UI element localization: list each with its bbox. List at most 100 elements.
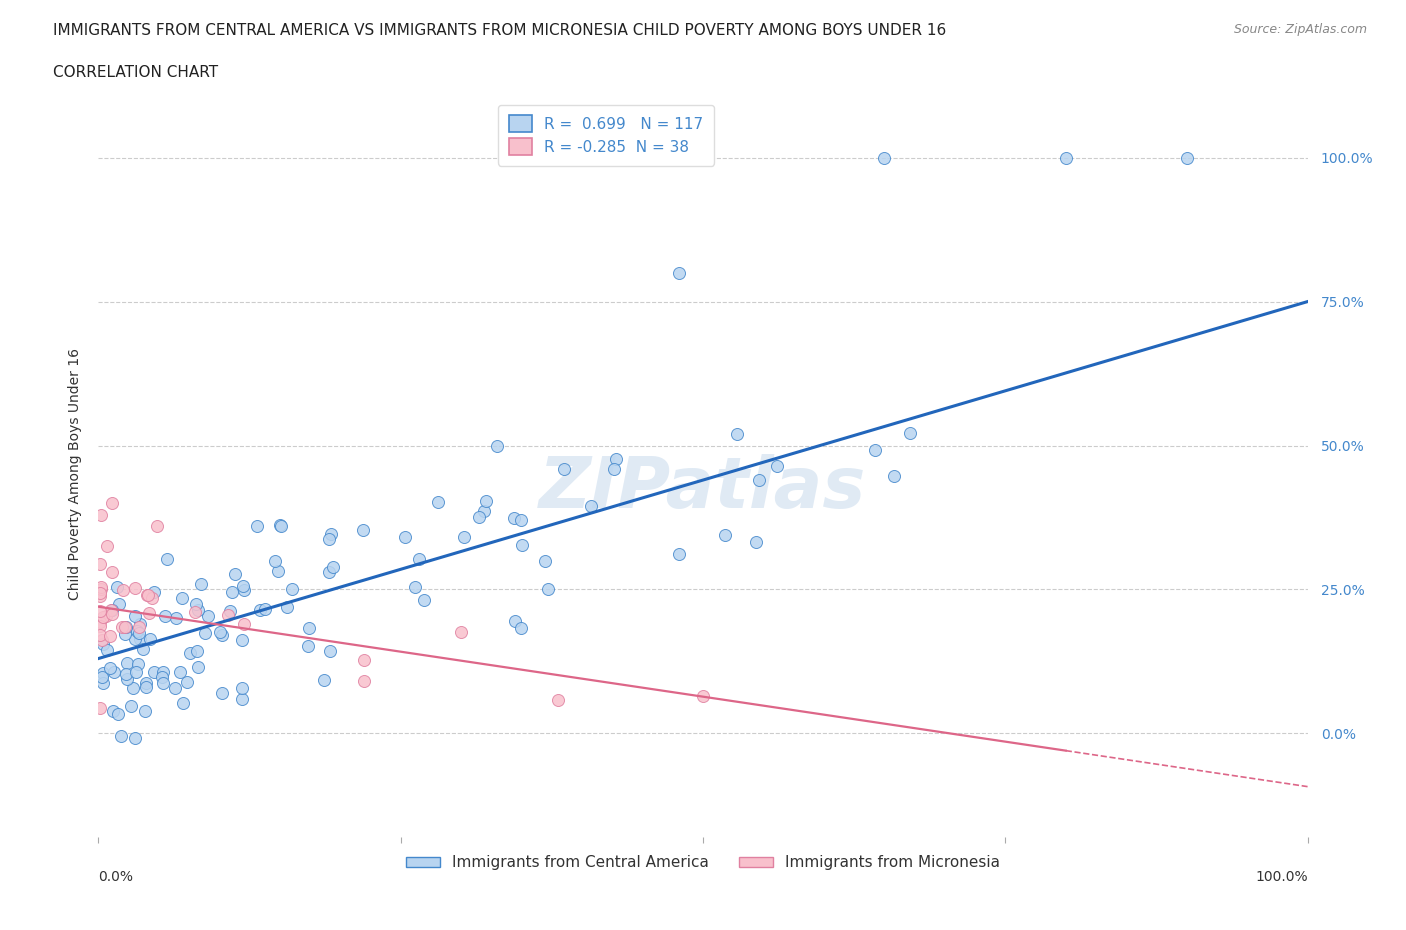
Point xyxy=(468,510,491,525)
Point xyxy=(115,620,138,635)
Point xyxy=(269,517,291,532)
Point xyxy=(426,495,449,510)
Point xyxy=(318,532,340,547)
Point xyxy=(135,680,157,695)
Point xyxy=(725,426,748,441)
Point xyxy=(152,675,174,690)
Point xyxy=(254,601,277,616)
Point xyxy=(314,672,336,687)
Point xyxy=(136,588,159,603)
Point xyxy=(172,591,194,605)
Point xyxy=(184,604,207,619)
Point xyxy=(187,659,209,674)
Point xyxy=(146,519,169,534)
Point xyxy=(232,579,254,594)
Point xyxy=(89,589,111,604)
Point xyxy=(90,507,112,522)
Point xyxy=(503,614,526,629)
Point xyxy=(264,553,287,568)
Point xyxy=(101,496,124,511)
Text: Source: ZipAtlas.com: Source: ZipAtlas.com xyxy=(1233,23,1367,36)
Point xyxy=(510,538,533,553)
Legend: Immigrants from Central America, Immigrants from Micronesia: Immigrants from Central America, Immigra… xyxy=(399,849,1007,876)
Point xyxy=(172,695,194,710)
Point xyxy=(179,645,201,660)
Text: CORRELATION CHART: CORRELATION CHART xyxy=(53,65,218,80)
Point xyxy=(90,632,112,647)
Point xyxy=(668,265,690,280)
Point xyxy=(96,539,118,554)
Point xyxy=(231,691,253,706)
Point xyxy=(89,556,111,571)
Point xyxy=(472,504,495,519)
Point xyxy=(211,628,233,643)
Point xyxy=(352,523,374,538)
Text: ZIPatlas: ZIPatlas xyxy=(540,455,866,524)
Point xyxy=(141,591,163,605)
Point xyxy=(748,472,770,487)
Point xyxy=(394,530,416,545)
Point xyxy=(101,704,124,719)
Point xyxy=(766,458,789,473)
Point xyxy=(537,581,560,596)
Point xyxy=(208,624,231,639)
Point xyxy=(553,461,575,476)
Point xyxy=(353,673,375,688)
Point xyxy=(124,631,146,646)
Point xyxy=(101,606,124,621)
Point xyxy=(142,584,165,599)
Point xyxy=(117,656,139,671)
Point xyxy=(125,623,148,638)
Point xyxy=(89,585,111,600)
Point xyxy=(745,535,768,550)
Point xyxy=(91,670,114,684)
Point xyxy=(105,579,128,594)
Point xyxy=(89,701,111,716)
Point xyxy=(89,627,111,642)
Point xyxy=(89,618,111,633)
Point xyxy=(883,469,905,484)
Point xyxy=(408,551,430,566)
Point xyxy=(194,626,217,641)
Point xyxy=(115,671,138,686)
Point xyxy=(128,626,150,641)
Point xyxy=(134,704,156,719)
Point xyxy=(714,528,737,543)
Point xyxy=(90,581,112,596)
Point xyxy=(176,674,198,689)
Point xyxy=(503,511,526,525)
Point xyxy=(120,698,142,713)
Point xyxy=(135,676,157,691)
Point xyxy=(1054,151,1077,166)
Point xyxy=(404,579,426,594)
Point xyxy=(91,666,114,681)
Point xyxy=(453,529,475,544)
Point xyxy=(91,609,114,624)
Point xyxy=(186,596,208,611)
Point xyxy=(89,614,111,629)
Point xyxy=(232,617,254,631)
Point xyxy=(197,609,219,624)
Point xyxy=(101,565,124,579)
Point xyxy=(865,442,887,457)
Point xyxy=(111,619,134,634)
Point xyxy=(475,493,498,508)
Point xyxy=(231,632,253,647)
Point xyxy=(165,611,187,626)
Point xyxy=(319,526,342,541)
Point xyxy=(114,619,136,634)
Point xyxy=(124,665,146,680)
Point xyxy=(129,617,152,631)
Point xyxy=(111,583,134,598)
Point xyxy=(232,582,254,597)
Text: IMMIGRANTS FROM CENTRAL AMERICA VS IMMIGRANTS FROM MICRONESIA CHILD POVERTY AMON: IMMIGRANTS FROM CENTRAL AMERICA VS IMMIG… xyxy=(53,23,946,38)
Point xyxy=(96,609,118,624)
Point xyxy=(217,607,239,622)
Point xyxy=(218,604,240,618)
Point xyxy=(90,580,112,595)
Point xyxy=(124,730,146,745)
Point xyxy=(547,693,569,708)
Point xyxy=(900,426,922,441)
Point xyxy=(138,606,160,621)
Point xyxy=(142,665,165,680)
